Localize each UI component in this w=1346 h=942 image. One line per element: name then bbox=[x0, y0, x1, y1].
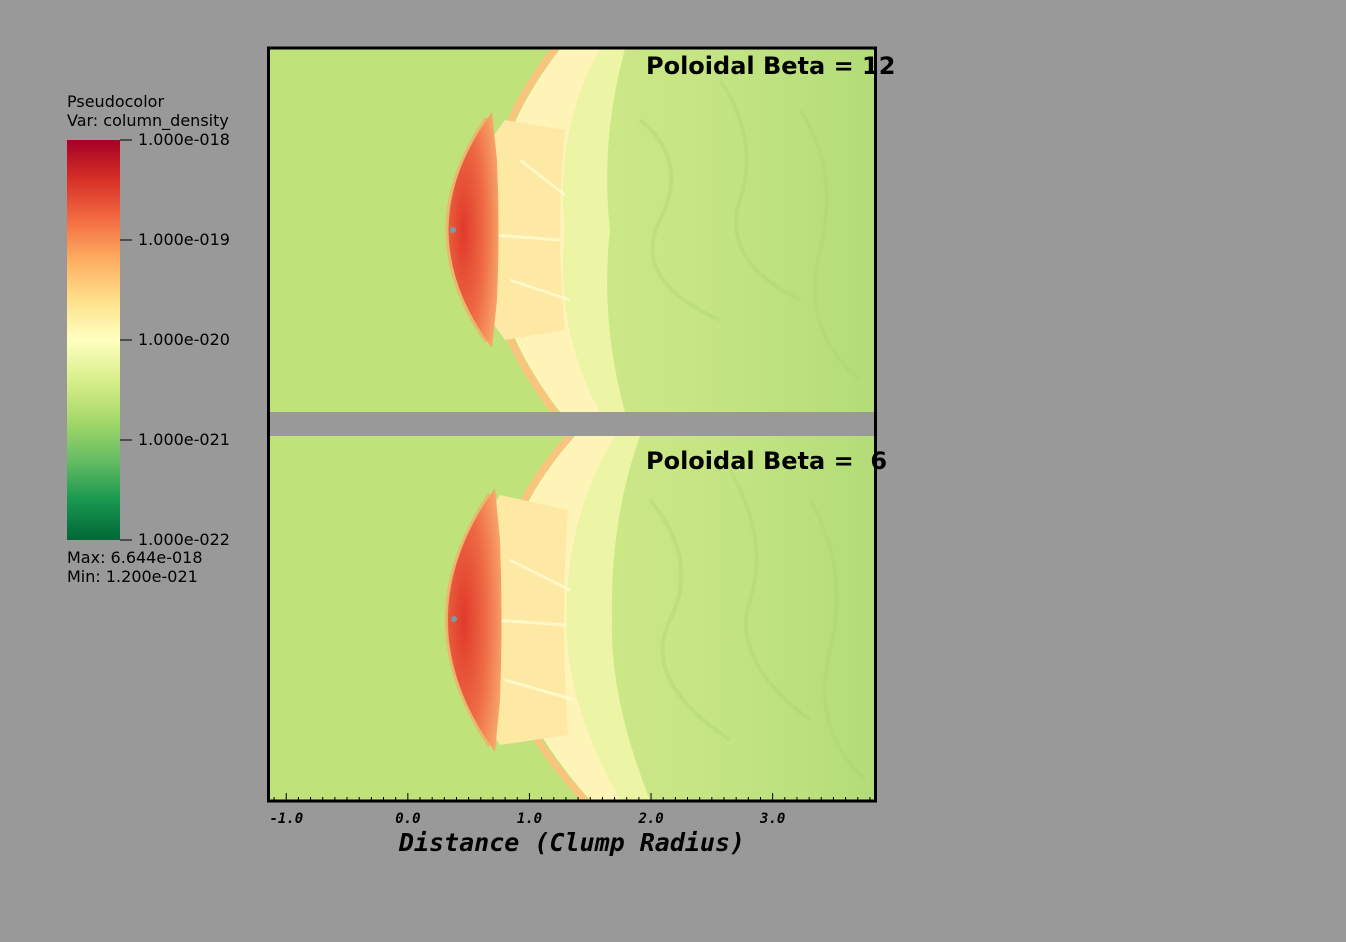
colorbar-ticks bbox=[120, 139, 132, 541]
panel-separator bbox=[270, 412, 874, 436]
legend-max: Max: 6.644e-018 bbox=[67, 548, 203, 567]
plot-frame bbox=[267, 46, 877, 803]
panel-top-label: Poloidal Beta = 12 bbox=[646, 52, 896, 80]
legend-title: Pseudocolor bbox=[67, 92, 165, 111]
x-tick-label: 0.0 bbox=[395, 811, 421, 827]
legend-variable: Var: column_density bbox=[67, 111, 229, 130]
colorbar bbox=[67, 140, 120, 540]
colorbar-tick-label: 1.000e-022 bbox=[138, 530, 230, 549]
colorbar-tick-label: 1.000e-021 bbox=[138, 430, 230, 449]
x-axis-label: Distance (Clump Radius) bbox=[398, 828, 746, 857]
colorbar-tick-label: 1.000e-018 bbox=[138, 130, 230, 149]
legend-min: Min: 1.200e-021 bbox=[67, 567, 198, 586]
panel-bottom-label: Poloidal Beta = 6 bbox=[646, 447, 888, 475]
x-tick-label: 1.0 bbox=[516, 811, 543, 827]
panel-bottom-image bbox=[270, 436, 874, 800]
x-tick-label: -1.0 bbox=[269, 811, 304, 827]
colorbar-tick-label: 1.000e-019 bbox=[138, 230, 230, 249]
x-axis-ticks bbox=[273, 793, 871, 801]
panel-top-image bbox=[270, 49, 874, 412]
x-tick-label: 3.0 bbox=[760, 811, 786, 827]
colorbar-tick-label: 1.000e-020 bbox=[138, 330, 230, 349]
x-tick-label: 2.0 bbox=[638, 811, 664, 827]
